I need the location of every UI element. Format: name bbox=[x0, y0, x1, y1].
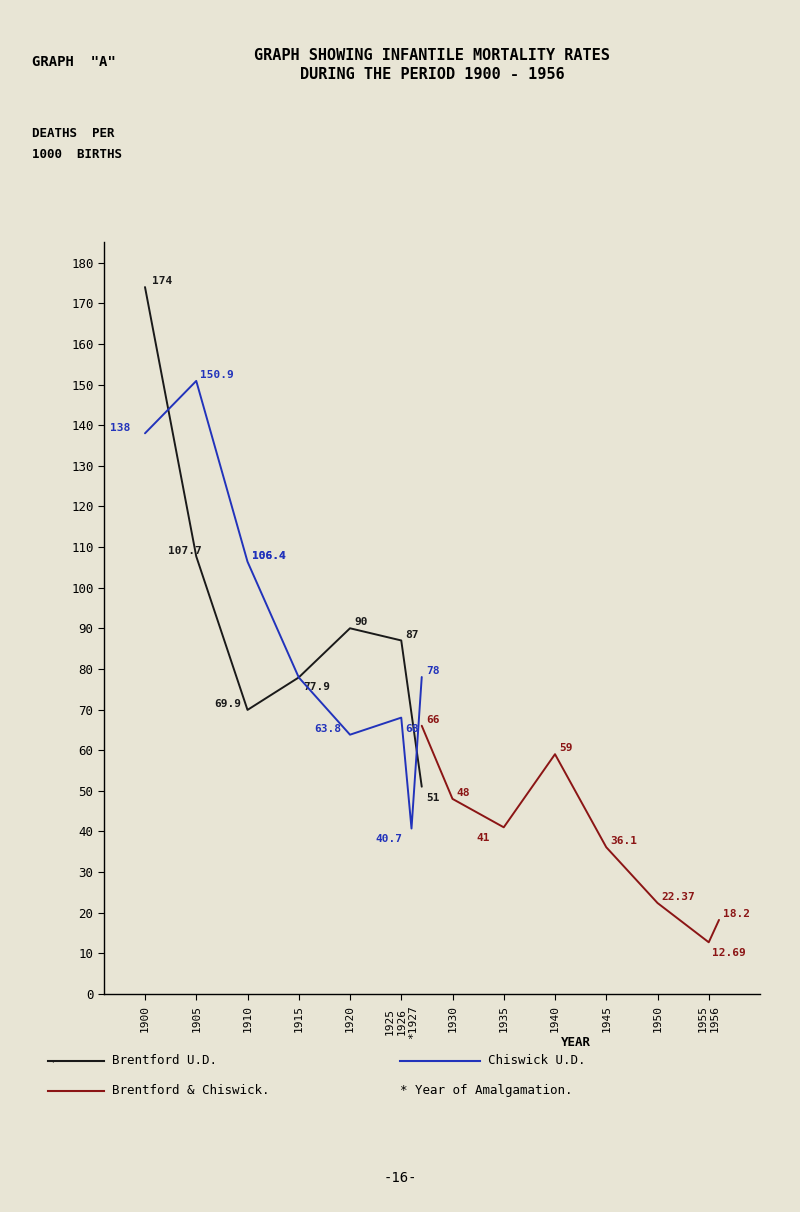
Text: 87: 87 bbox=[406, 630, 419, 640]
Text: 36.1: 36.1 bbox=[610, 836, 638, 846]
Text: 12.69: 12.69 bbox=[711, 948, 746, 959]
Text: 77.9: 77.9 bbox=[303, 682, 330, 692]
Text: 174: 174 bbox=[152, 276, 172, 286]
Text: 63.8: 63.8 bbox=[314, 724, 341, 734]
Text: GRAPH SHOWING INFANTILE MORTALITY RATES: GRAPH SHOWING INFANTILE MORTALITY RATES bbox=[254, 48, 610, 63]
Text: Brentford U.D.: Brentford U.D. bbox=[112, 1054, 217, 1067]
Text: 68: 68 bbox=[406, 724, 419, 733]
Text: DURING THE PERIOD 1900 - 1956: DURING THE PERIOD 1900 - 1956 bbox=[300, 67, 564, 81]
Text: 1000  BIRTHS: 1000 BIRTHS bbox=[32, 148, 122, 161]
Text: .: . bbox=[50, 1056, 54, 1065]
Text: 150.9: 150.9 bbox=[201, 370, 234, 381]
Text: 48: 48 bbox=[457, 788, 470, 797]
Text: 59: 59 bbox=[559, 743, 573, 754]
Text: 69.9: 69.9 bbox=[214, 699, 241, 709]
Text: 106.4: 106.4 bbox=[252, 551, 286, 561]
Text: 78: 78 bbox=[426, 667, 439, 676]
Text: 90: 90 bbox=[354, 617, 368, 628]
Text: 138: 138 bbox=[110, 423, 130, 433]
Text: 40.7: 40.7 bbox=[375, 834, 402, 845]
Text: 107.7: 107.7 bbox=[169, 545, 202, 555]
Text: 22.37: 22.37 bbox=[662, 892, 695, 902]
Text: Brentford & Chiswick.: Brentford & Chiswick. bbox=[112, 1085, 270, 1097]
Text: 41: 41 bbox=[476, 833, 490, 844]
Text: 18.2: 18.2 bbox=[723, 909, 750, 919]
Text: GRAPH  "A": GRAPH "A" bbox=[32, 55, 116, 69]
Text: * Year of Amalgamation.: * Year of Amalgamation. bbox=[400, 1085, 573, 1097]
Text: 51: 51 bbox=[426, 793, 439, 802]
Text: Chiswick U.D.: Chiswick U.D. bbox=[488, 1054, 586, 1067]
Text: 106.4: 106.4 bbox=[252, 551, 286, 561]
Text: -16-: -16- bbox=[383, 1171, 417, 1185]
Text: 66: 66 bbox=[426, 715, 439, 725]
Text: DEATHS  PER: DEATHS PER bbox=[32, 127, 114, 141]
Text: YEAR: YEAR bbox=[561, 1036, 591, 1050]
